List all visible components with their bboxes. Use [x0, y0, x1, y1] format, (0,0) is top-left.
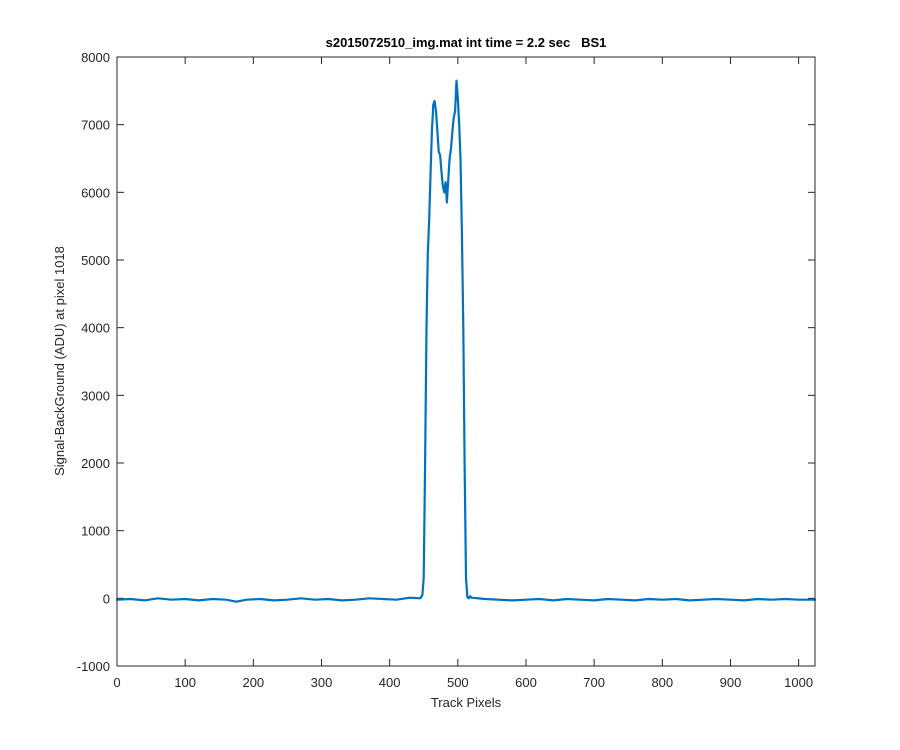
x-tick-label: 200 — [242, 675, 264, 690]
y-tick-label: 3000 — [81, 388, 110, 403]
y-tick-label: 2000 — [81, 456, 110, 471]
data-layer — [115, 79, 817, 603]
y-tick-label: 8000 — [81, 50, 110, 65]
y-tick-label: 4000 — [81, 321, 110, 336]
y-tick-label: 5000 — [81, 253, 110, 268]
x-tick-label: 0 — [113, 675, 120, 690]
x-tick-label: 100 — [174, 675, 196, 690]
x-tick-label: 400 — [379, 675, 401, 690]
y-tick-label: 6000 — [81, 185, 110, 200]
series-line — [115, 79, 817, 603]
x-tick-label: 900 — [720, 675, 742, 690]
y-tick-label: 0 — [103, 591, 110, 606]
x-tick-label: 700 — [583, 675, 605, 690]
x-tick-label: 600 — [515, 675, 537, 690]
x-tick-label: 500 — [447, 675, 469, 690]
labels-layer: 0 100 200 300 400 500 600 700 800 900 1000-1000010… — [77, 50, 813, 690]
y-axis-title: Signal-BackGround (ADU) at pixel 1018 — [52, 246, 67, 476]
y-tick-label: -1000 — [77, 659, 110, 674]
x-tick-label: 1000 — [784, 675, 813, 690]
axes-box — [116, 56, 816, 667]
x-tick-label: 800 — [651, 675, 673, 690]
x-tick-label: 300 — [311, 675, 333, 690]
y-tick-label: 1000 — [81, 524, 110, 539]
x-axis-title: Track Pixels — [431, 695, 502, 710]
chart-title: s2015072510_img.mat int time = 2.2 sec B… — [326, 35, 607, 50]
y-tick-label: 7000 — [81, 118, 110, 133]
